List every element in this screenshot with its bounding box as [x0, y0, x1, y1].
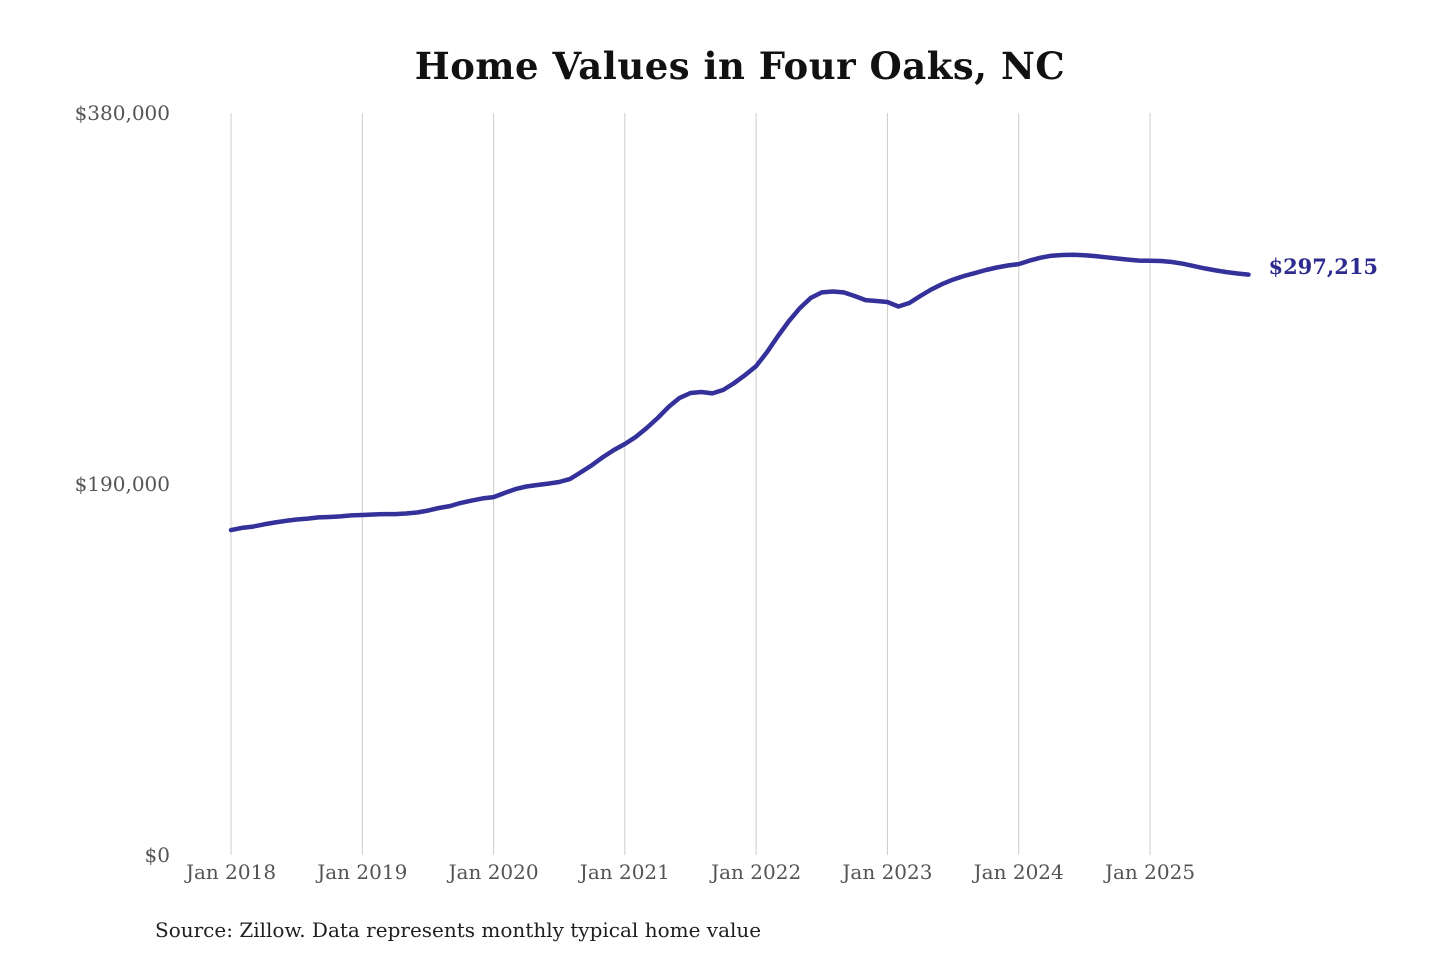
y-tick-label: $190,000: [74, 472, 170, 496]
x-tick-label: Jan 2021: [579, 860, 670, 884]
x-tick-label: Jan 2019: [317, 860, 408, 884]
x-tick-label: Jan 2018: [185, 860, 277, 884]
current-value-label: $297,215: [1268, 253, 1379, 279]
x-tick-label: Jan 2020: [448, 860, 539, 884]
source-note: Source: Zillow. Data represents monthly …: [155, 918, 762, 942]
y-tick-label: $380,000: [74, 101, 170, 125]
x-tick-label: Jan 2022: [711, 860, 802, 884]
home-value-line: [228, 252, 1251, 533]
x-tick-label: Jan 2023: [842, 860, 933, 884]
x-tick-label: Jan 2024: [973, 860, 1064, 884]
y-tick-label: $0: [144, 843, 170, 867]
page-title: Home Values in Four Oaks, NC: [414, 44, 1066, 88]
x-tick-label: Jan 2025: [1104, 860, 1196, 884]
